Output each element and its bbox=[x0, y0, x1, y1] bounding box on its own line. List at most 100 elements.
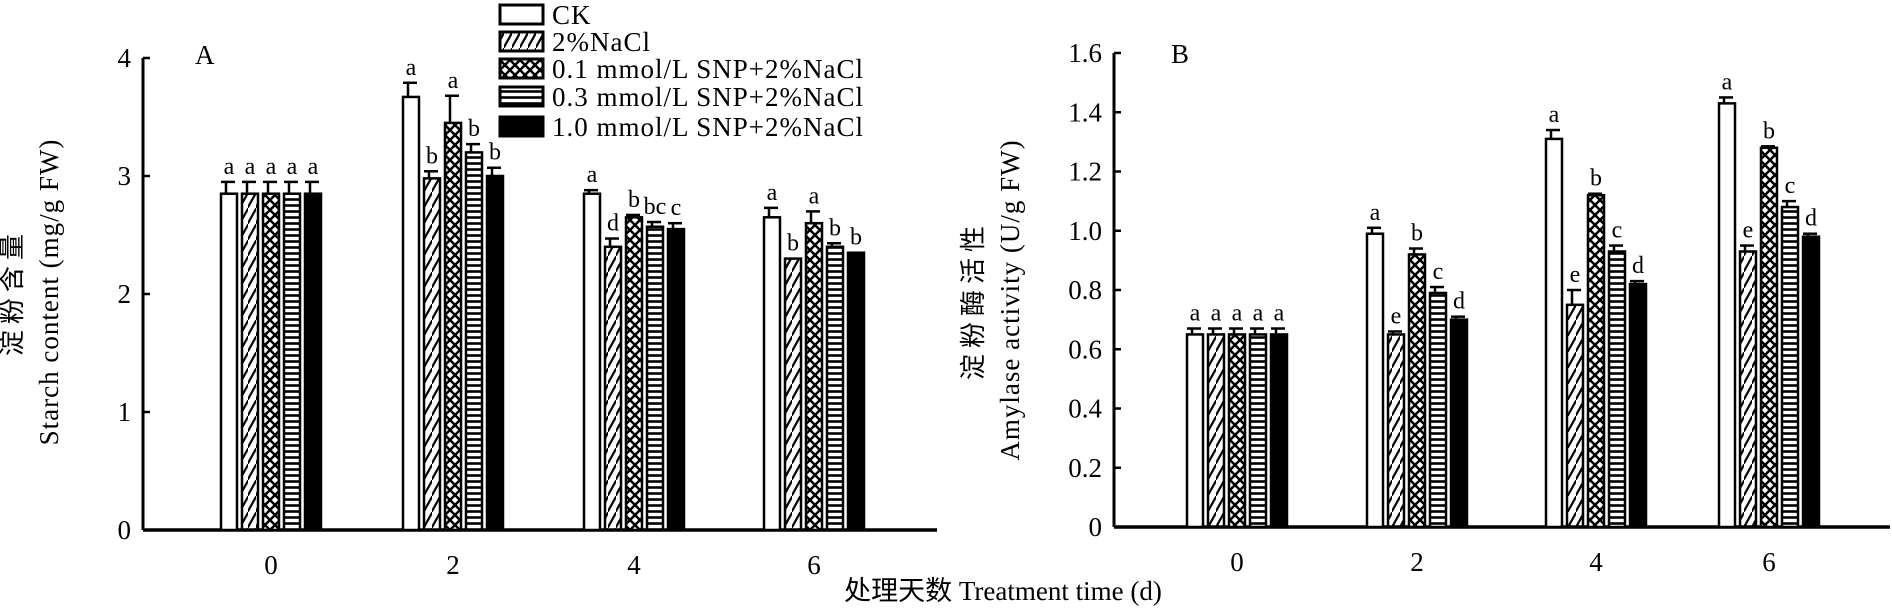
bar bbox=[603, 245, 623, 532]
legend-swatch bbox=[498, 57, 545, 80]
significance-letter: a bbox=[809, 183, 820, 209]
significance-letter: b bbox=[1411, 221, 1423, 247]
significance-letter: a bbox=[1232, 301, 1243, 327]
bar bbox=[645, 225, 665, 532]
x-tick-label: 4 bbox=[1589, 547, 1603, 577]
significance-letter: a bbox=[1190, 301, 1201, 327]
bar bbox=[261, 192, 281, 532]
bar bbox=[804, 221, 824, 532]
y-tick-label: 1.6 bbox=[1068, 38, 1102, 68]
significance-letter: c bbox=[671, 195, 682, 221]
bar bbox=[1428, 291, 1448, 529]
legend-label: 2%NaCl bbox=[552, 27, 651, 57]
legend-swatch bbox=[498, 3, 545, 26]
significance-letter: b bbox=[628, 187, 640, 213]
significance-letter: a bbox=[1722, 69, 1733, 95]
bar bbox=[1607, 250, 1627, 529]
significance-letter: d bbox=[607, 211, 619, 237]
legend-label: 1.0 mmol/L SNP+2%NaCl bbox=[552, 112, 864, 142]
bar bbox=[240, 192, 260, 532]
y-axis-title: Amylase activity (U/g FW) bbox=[995, 139, 1025, 460]
significance-letter: a bbox=[224, 154, 235, 180]
bar bbox=[1586, 193, 1606, 529]
bar bbox=[1628, 282, 1648, 529]
legend-swatch bbox=[498, 30, 545, 53]
bar bbox=[1386, 333, 1406, 529]
y-tick-label: 2 bbox=[118, 279, 132, 309]
significance-letter: a bbox=[308, 154, 319, 180]
significance-letter: c bbox=[1612, 218, 1623, 244]
y-tick-label: 3 bbox=[118, 161, 132, 191]
x-tick-label: 6 bbox=[1762, 547, 1776, 577]
panel-label: A bbox=[195, 40, 215, 70]
y-tick-label: 4 bbox=[118, 43, 132, 73]
bar bbox=[1365, 232, 1385, 529]
significance-letter: a bbox=[1253, 301, 1264, 327]
panel-label: B bbox=[1171, 39, 1189, 69]
bar bbox=[1738, 250, 1758, 529]
significance-letter: d bbox=[1805, 206, 1817, 232]
y-tick-label: 0.8 bbox=[1068, 275, 1102, 305]
significance-letter: a bbox=[406, 55, 417, 81]
significance-letter: a bbox=[1211, 301, 1222, 327]
bar bbox=[303, 192, 323, 532]
significance-letter: b bbox=[850, 225, 862, 251]
significance-letter: bc bbox=[644, 194, 667, 220]
x-axis-title: 处理天数 Treatment time (d) bbox=[844, 576, 1162, 606]
bar bbox=[762, 216, 782, 532]
y-axis-title-cn: 淀粉含量 bbox=[0, 228, 27, 356]
legend-label: CK bbox=[552, 0, 592, 30]
y-tick-label: 0 bbox=[1089, 512, 1103, 542]
bar bbox=[1248, 333, 1268, 529]
y-tick-label: 1.2 bbox=[1068, 157, 1102, 187]
significance-letter: a bbox=[1549, 102, 1560, 128]
significance-letter: b bbox=[829, 215, 841, 241]
significance-letter: a bbox=[587, 162, 598, 188]
significance-letter: a bbox=[1370, 200, 1381, 226]
bar bbox=[1544, 137, 1564, 529]
y-tick-label: 1.0 bbox=[1068, 216, 1102, 246]
bar bbox=[1759, 146, 1779, 529]
significance-letter: a bbox=[287, 154, 298, 180]
significance-letter: e bbox=[1570, 262, 1581, 288]
bar bbox=[1185, 333, 1205, 529]
y-tick-label: 0.4 bbox=[1068, 394, 1102, 424]
significance-letter: c bbox=[1433, 259, 1444, 285]
bar bbox=[443, 121, 463, 532]
bar bbox=[1449, 318, 1469, 529]
bar bbox=[219, 192, 239, 532]
x-tick-label: 2 bbox=[1410, 547, 1424, 577]
y-tick-label: 0.2 bbox=[1068, 453, 1102, 483]
significance-letter: c bbox=[1785, 173, 1796, 199]
y-axis-title-cn: 淀粉酶活性 bbox=[959, 220, 988, 380]
significance-letter: a bbox=[245, 154, 256, 180]
bar bbox=[582, 192, 602, 532]
bar bbox=[485, 174, 505, 532]
x-tick-label: 4 bbox=[627, 550, 641, 580]
y-axis-title: Starch content (mg/g FW) bbox=[34, 139, 64, 446]
bar bbox=[464, 151, 484, 532]
x-tick-label: 0 bbox=[264, 550, 278, 580]
legend-swatch bbox=[498, 115, 545, 138]
bar bbox=[401, 95, 421, 532]
y-tick-label: 0.6 bbox=[1068, 334, 1102, 364]
legend-label: 0.3 mmol/L SNP+2%NaCl bbox=[552, 82, 864, 112]
bar bbox=[1565, 303, 1585, 529]
significance-letter: a bbox=[266, 154, 277, 180]
bar bbox=[422, 177, 442, 532]
significance-letter: b bbox=[1763, 118, 1775, 144]
bar bbox=[783, 257, 803, 532]
bar bbox=[846, 251, 866, 532]
significance-letter: d bbox=[1453, 289, 1465, 315]
y-tick-label: 1.4 bbox=[1068, 97, 1102, 127]
bar bbox=[1206, 333, 1226, 529]
legend-swatch bbox=[498, 85, 545, 108]
significance-letter: e bbox=[1743, 218, 1754, 244]
significance-letter: a bbox=[767, 180, 778, 206]
significance-letter: a bbox=[448, 68, 459, 94]
significance-letter: b bbox=[426, 143, 438, 169]
significance-letter: b bbox=[787, 231, 799, 257]
bar bbox=[666, 227, 686, 532]
bar bbox=[1780, 205, 1800, 529]
